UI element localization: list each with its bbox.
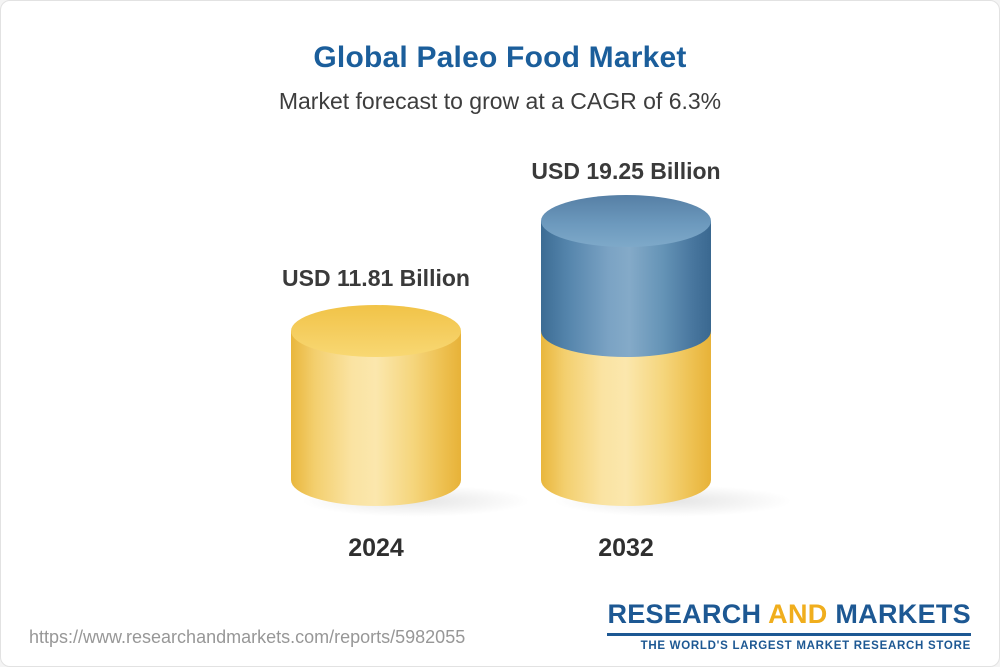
value-label-2032: USD 19.25 Billion bbox=[531, 158, 721, 184]
chart-subtitle: Market forecast to grow at a CAGR of 6.3… bbox=[278, 88, 722, 114]
report-url[interactable]: https://www.researchandmarkets.com/repor… bbox=[29, 627, 466, 647]
cylinder-2032-base-segment bbox=[541, 331, 711, 506]
logo-wordmark: RESEARCH AND MARKETS bbox=[607, 599, 971, 630]
logo-word-research: RESEARCH bbox=[607, 599, 762, 629]
research-and-markets-logo: RESEARCH AND MARKETS THE WORLD'S LARGEST… bbox=[607, 599, 971, 652]
category-label-2024: 2024 bbox=[348, 534, 404, 562]
cylinder-2024-base-segment bbox=[291, 305, 461, 506]
category-label-2032: 2032 bbox=[598, 534, 654, 562]
value-label-2024: USD 11.81 Billion bbox=[282, 265, 470, 291]
logo-divider-line bbox=[607, 633, 971, 636]
logo-tagline: THE WORLD'S LARGEST MARKET RESEARCH STOR… bbox=[640, 640, 971, 652]
chart-title: Global Paleo Food Market bbox=[313, 41, 687, 74]
logo-word-and: AND bbox=[768, 599, 828, 629]
logo-word-markets: MARKETS bbox=[835, 599, 971, 629]
cylinder-2032-top-cap bbox=[541, 195, 711, 248]
cylinder-2032-growth-segment bbox=[541, 195, 711, 358]
cylinder-2024-top-cap bbox=[291, 305, 461, 358]
